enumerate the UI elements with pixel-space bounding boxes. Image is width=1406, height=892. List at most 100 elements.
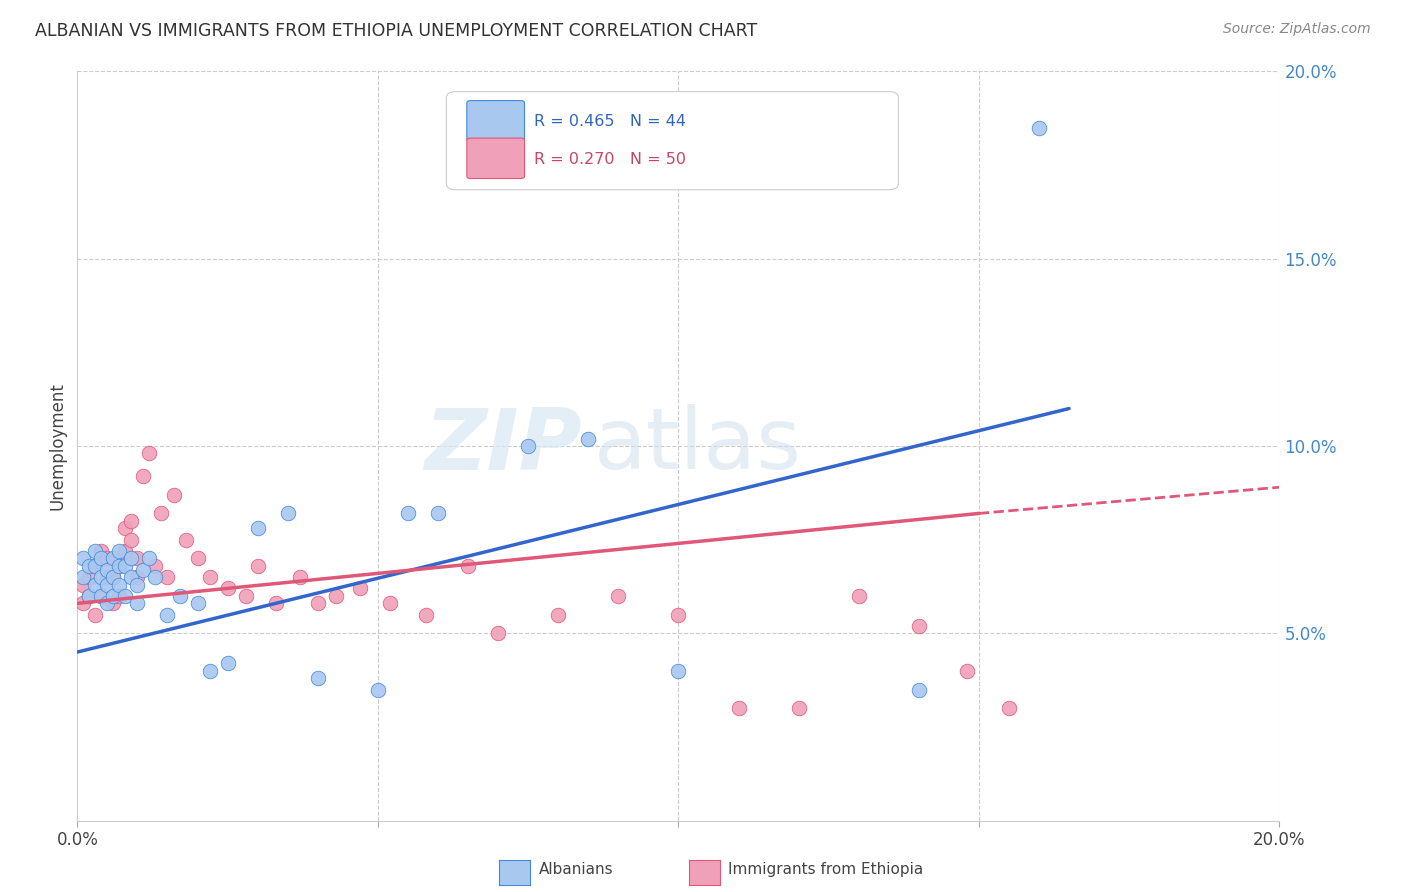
FancyBboxPatch shape: [467, 138, 524, 178]
Point: [908, 682, 931, 697]
Text: Immigrants from Ethiopia: Immigrants from Ethiopia: [728, 863, 924, 877]
Point: [108, 589, 131, 603]
Point: [156, 570, 179, 584]
Point: [325, 589, 347, 603]
Point: [72, 596, 94, 610]
Point: [198, 570, 221, 584]
Text: ZIP: ZIP: [425, 404, 582, 488]
Point: [90, 544, 112, 558]
Point: [668, 607, 690, 622]
Point: [103, 551, 125, 566]
Point: [138, 446, 160, 460]
Point: [127, 551, 149, 566]
Point: [132, 563, 155, 577]
Point: [787, 701, 810, 715]
Text: Albanians: Albanians: [538, 863, 613, 877]
Point: [187, 551, 209, 566]
Point: [103, 596, 125, 610]
Point: [79, 570, 101, 584]
Point: [576, 432, 599, 446]
Point: [486, 626, 509, 640]
FancyBboxPatch shape: [467, 101, 524, 141]
Point: [84, 558, 107, 573]
Point: [307, 671, 329, 685]
Point: [108, 558, 131, 573]
Point: [120, 570, 142, 584]
Point: [120, 551, 142, 566]
Point: [72, 570, 94, 584]
Point: [396, 507, 419, 521]
Point: [145, 558, 167, 573]
Point: [132, 469, 155, 483]
Point: [96, 551, 118, 566]
Point: [120, 514, 142, 528]
Point: [848, 589, 870, 603]
Point: [198, 664, 221, 678]
Point: [162, 488, 184, 502]
Point: [90, 589, 112, 603]
Point: [108, 558, 131, 573]
Point: [114, 589, 136, 603]
Text: ALBANIAN VS IMMIGRANTS FROM ETHIOPIA UNEMPLOYMENT CORRELATION CHART: ALBANIAN VS IMMIGRANTS FROM ETHIOPIA UNE…: [35, 22, 758, 40]
Point: [90, 551, 112, 566]
Point: [96, 596, 118, 610]
Text: atlas: atlas: [595, 404, 803, 488]
Point: [84, 558, 107, 573]
Point: [547, 607, 569, 622]
Point: [217, 657, 239, 671]
Point: [103, 570, 125, 584]
FancyBboxPatch shape: [446, 92, 898, 190]
Point: [235, 589, 257, 603]
Point: [187, 596, 209, 610]
Point: [457, 558, 479, 573]
Point: [607, 589, 630, 603]
Point: [1028, 120, 1050, 135]
Point: [349, 582, 371, 596]
Point: [72, 577, 94, 591]
Point: [103, 570, 125, 584]
Point: [277, 507, 299, 521]
Point: [96, 570, 118, 584]
Point: [79, 589, 101, 603]
Point: [114, 558, 136, 573]
Point: [127, 596, 149, 610]
Point: [727, 701, 749, 715]
Point: [79, 558, 101, 573]
Point: [367, 682, 389, 697]
Point: [103, 589, 125, 603]
Point: [378, 596, 401, 610]
Point: [415, 607, 437, 622]
Point: [307, 596, 329, 610]
Point: [156, 607, 179, 622]
Point: [79, 589, 101, 603]
Text: R = 0.465   N = 44: R = 0.465 N = 44: [534, 114, 686, 129]
Point: [264, 596, 287, 610]
Point: [90, 570, 112, 584]
Point: [127, 577, 149, 591]
Point: [138, 551, 160, 566]
Point: [84, 607, 107, 622]
Point: [108, 544, 131, 558]
Text: Source: ZipAtlas.com: Source: ZipAtlas.com: [1223, 22, 1371, 37]
Point: [246, 558, 269, 573]
Point: [84, 544, 107, 558]
Point: [217, 582, 239, 596]
Point: [108, 577, 131, 591]
Point: [174, 533, 197, 547]
Point: [517, 439, 540, 453]
Point: [246, 521, 269, 535]
Point: [288, 570, 311, 584]
Point: [84, 577, 107, 591]
Point: [150, 507, 173, 521]
Point: [998, 701, 1021, 715]
Y-axis label: Unemployment: Unemployment: [48, 382, 66, 510]
Point: [120, 533, 142, 547]
Point: [127, 570, 149, 584]
Point: [427, 507, 450, 521]
Point: [145, 570, 167, 584]
Point: [908, 619, 931, 633]
Point: [114, 544, 136, 558]
Point: [169, 589, 191, 603]
Point: [72, 551, 94, 566]
Point: [956, 664, 979, 678]
